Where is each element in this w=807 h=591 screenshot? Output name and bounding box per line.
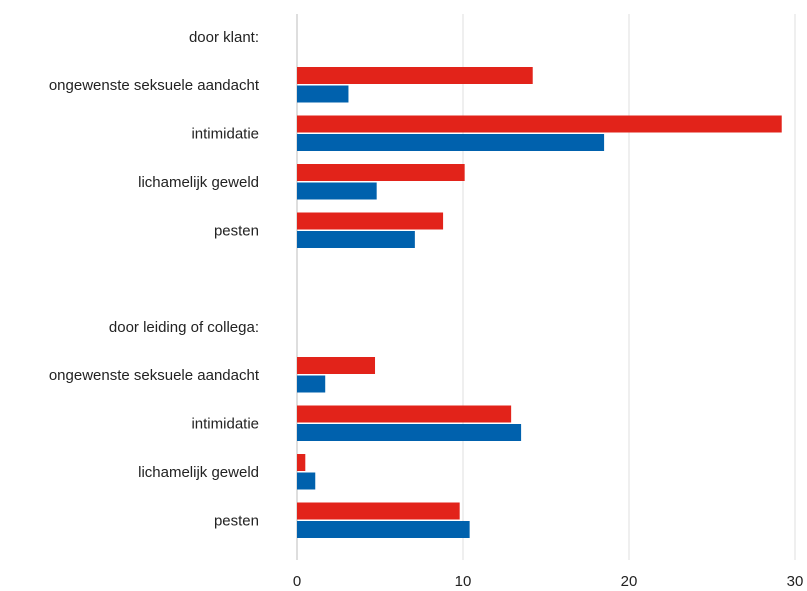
bar-group1-cat1-series1 [297, 424, 522, 441]
x-axis-ticks: 0 10 20 30 [293, 573, 804, 590]
grid [296, 14, 796, 560]
bars [297, 67, 782, 538]
bar-group1-cat3-series0 [297, 502, 460, 520]
x-tick-label-20: 20 [621, 573, 638, 590]
bar-group1-cat3-series1 [297, 521, 470, 538]
category-label: intimidatie [191, 126, 259, 143]
x-tick-label-10: 10 [455, 573, 472, 590]
bar-group1-cat0-series0 [297, 357, 376, 374]
bar-group1-cat2-series0 [297, 454, 306, 471]
bar-group0-cat1-series0 [297, 115, 782, 133]
bar-group0-cat0-series1 [297, 85, 349, 103]
group-label-1: door leiding of collega: [109, 319, 259, 336]
x-tick-label-30: 30 [787, 573, 804, 590]
bar-group0-cat2-series1 [297, 182, 377, 200]
category-label: pesten [214, 223, 259, 240]
bar-group1-cat2-series1 [297, 472, 316, 490]
bar-group0-cat0-series0 [297, 67, 533, 84]
bar-group1-cat1-series0 [297, 405, 512, 423]
labels: door klant: ongewenste seksuele aandacht i… [49, 29, 260, 530]
bar-group0-cat3-series0 [297, 212, 444, 230]
bar-group0-cat1-series1 [297, 134, 605, 151]
bar-group0-cat2-series0 [297, 164, 465, 181]
category-label: ongewenste seksuele aandacht [49, 77, 260, 94]
bar-group0-cat3-series1 [297, 231, 415, 248]
x-tick-label-0: 0 [293, 573, 301, 590]
bar-group1-cat0-series1 [297, 375, 326, 393]
category-label: intimidatie [191, 416, 259, 433]
category-label: pesten [214, 513, 259, 530]
group-label-0: door klant: [189, 29, 259, 46]
category-label: lichamelijk geweld [138, 464, 259, 481]
category-label: lichamelijk geweld [138, 174, 259, 191]
category-label: ongewenste seksuele aandacht [49, 367, 260, 384]
